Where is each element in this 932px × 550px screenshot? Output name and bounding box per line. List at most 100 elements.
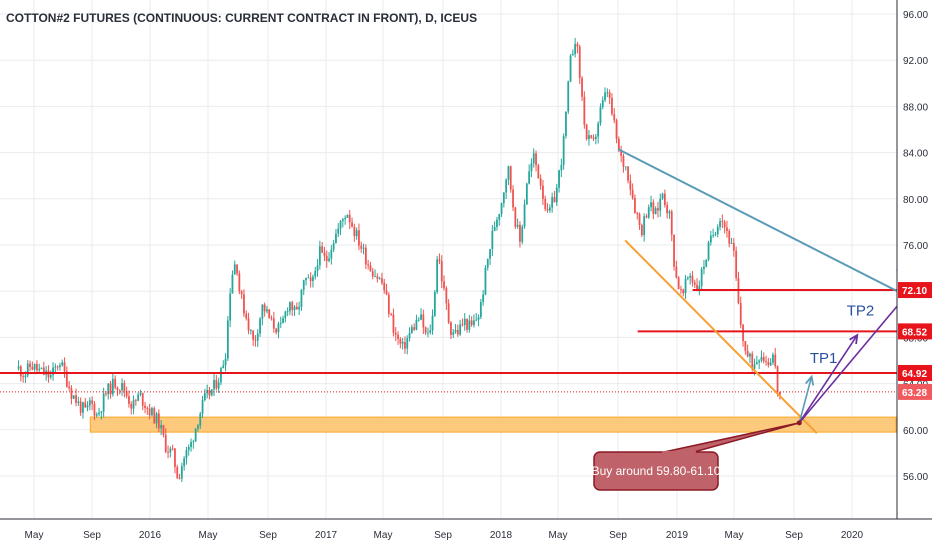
candle-body bbox=[620, 149, 623, 156]
candle-body bbox=[38, 368, 41, 371]
candle-body bbox=[753, 364, 756, 369]
candle-body bbox=[134, 400, 137, 402]
candle-body bbox=[532, 153, 535, 164]
candle-body bbox=[102, 393, 105, 412]
candle-body bbox=[339, 221, 342, 229]
grid-lines bbox=[0, 0, 897, 519]
callout-pointer bbox=[663, 422, 800, 453]
candle-body bbox=[654, 208, 657, 214]
candle-body bbox=[486, 258, 489, 268]
candle-body bbox=[139, 393, 142, 395]
callout-text: Buy around 59.80-61.10 bbox=[592, 464, 721, 478]
candle-body bbox=[693, 282, 696, 285]
candle-body bbox=[562, 136, 565, 165]
target-label: TP1 bbox=[810, 350, 838, 367]
candle-body bbox=[330, 249, 333, 259]
candle-body bbox=[456, 329, 459, 335]
candle-body bbox=[657, 208, 659, 211]
candle-body bbox=[132, 400, 135, 409]
candle-body bbox=[293, 306, 296, 310]
candle-body bbox=[502, 192, 505, 204]
candle-body bbox=[617, 138, 620, 150]
price-level-box bbox=[898, 364, 932, 381]
candle-body bbox=[95, 414, 98, 416]
candle-body bbox=[174, 448, 176, 467]
candle-body bbox=[31, 367, 34, 370]
candle-body bbox=[767, 362, 770, 366]
candle-body bbox=[535, 153, 537, 166]
candle-body bbox=[574, 43, 577, 55]
candle-body bbox=[565, 111, 567, 137]
candle-body bbox=[744, 341, 747, 351]
candle-body bbox=[183, 458, 186, 467]
candle-body bbox=[164, 434, 167, 452]
candle-body bbox=[427, 332, 429, 334]
candle-body bbox=[410, 327, 413, 333]
candle-body bbox=[98, 412, 100, 415]
candle-body bbox=[146, 407, 149, 409]
candle-body bbox=[650, 202, 652, 208]
price-candles bbox=[17, 37, 781, 483]
candle-body bbox=[383, 282, 386, 291]
candle-body bbox=[42, 367, 45, 375]
candle-body bbox=[548, 207, 551, 211]
candle-body bbox=[417, 319, 420, 321]
candle-body bbox=[631, 189, 634, 199]
candle-body bbox=[523, 204, 526, 227]
candle-body bbox=[360, 245, 363, 249]
candle-body bbox=[344, 217, 347, 220]
target-arrow-line bbox=[798, 334, 858, 424]
candle-body bbox=[323, 252, 326, 256]
price-level-box bbox=[898, 383, 932, 400]
candle-body bbox=[459, 324, 462, 335]
price-scale-bg bbox=[897, 0, 932, 550]
candle-body bbox=[295, 306, 298, 310]
candle-body bbox=[176, 466, 179, 479]
candle-body bbox=[210, 389, 213, 396]
candle-body bbox=[107, 383, 110, 395]
candle-body bbox=[696, 284, 698, 292]
candle-body bbox=[208, 389, 211, 396]
candle-body bbox=[746, 350, 749, 357]
target-label: TP2 bbox=[847, 302, 875, 319]
candle-body bbox=[611, 98, 613, 114]
candle-body bbox=[111, 378, 114, 395]
candle-body bbox=[254, 339, 257, 341]
candle-body bbox=[571, 54, 574, 56]
candle-body bbox=[86, 405, 89, 408]
candle-body bbox=[424, 327, 427, 333]
candle-body bbox=[668, 211, 671, 214]
x-tick-label: May bbox=[374, 530, 393, 541]
candle-body bbox=[105, 393, 107, 395]
candle-body bbox=[408, 332, 411, 339]
candle-body bbox=[597, 123, 600, 137]
candle-body bbox=[75, 395, 77, 403]
candle-body bbox=[452, 332, 455, 335]
candle-body bbox=[252, 330, 255, 340]
candle-body bbox=[482, 294, 485, 303]
candle-body bbox=[397, 334, 399, 339]
candle-body bbox=[22, 376, 25, 378]
candle-body bbox=[438, 259, 441, 262]
candle-body bbox=[525, 183, 528, 205]
candle-body bbox=[429, 330, 432, 333]
candle-body bbox=[450, 322, 452, 335]
candle-body bbox=[275, 328, 278, 333]
candle-body bbox=[289, 302, 291, 312]
candle-body bbox=[778, 392, 781, 396]
candle-body bbox=[765, 361, 767, 363]
candle-body bbox=[266, 309, 268, 312]
candle-body bbox=[762, 357, 765, 362]
candle-body bbox=[231, 274, 234, 294]
candle-body bbox=[245, 313, 248, 319]
x-tick-label: May bbox=[25, 530, 44, 541]
candle-body bbox=[378, 278, 381, 280]
candle-body bbox=[291, 302, 294, 310]
candle-body bbox=[709, 235, 712, 243]
candle-body bbox=[613, 113, 616, 121]
candle-body bbox=[286, 311, 289, 312]
candle-body bbox=[680, 289, 682, 290]
candle-body bbox=[128, 396, 130, 404]
price-level-value: 68.52 bbox=[902, 327, 927, 338]
